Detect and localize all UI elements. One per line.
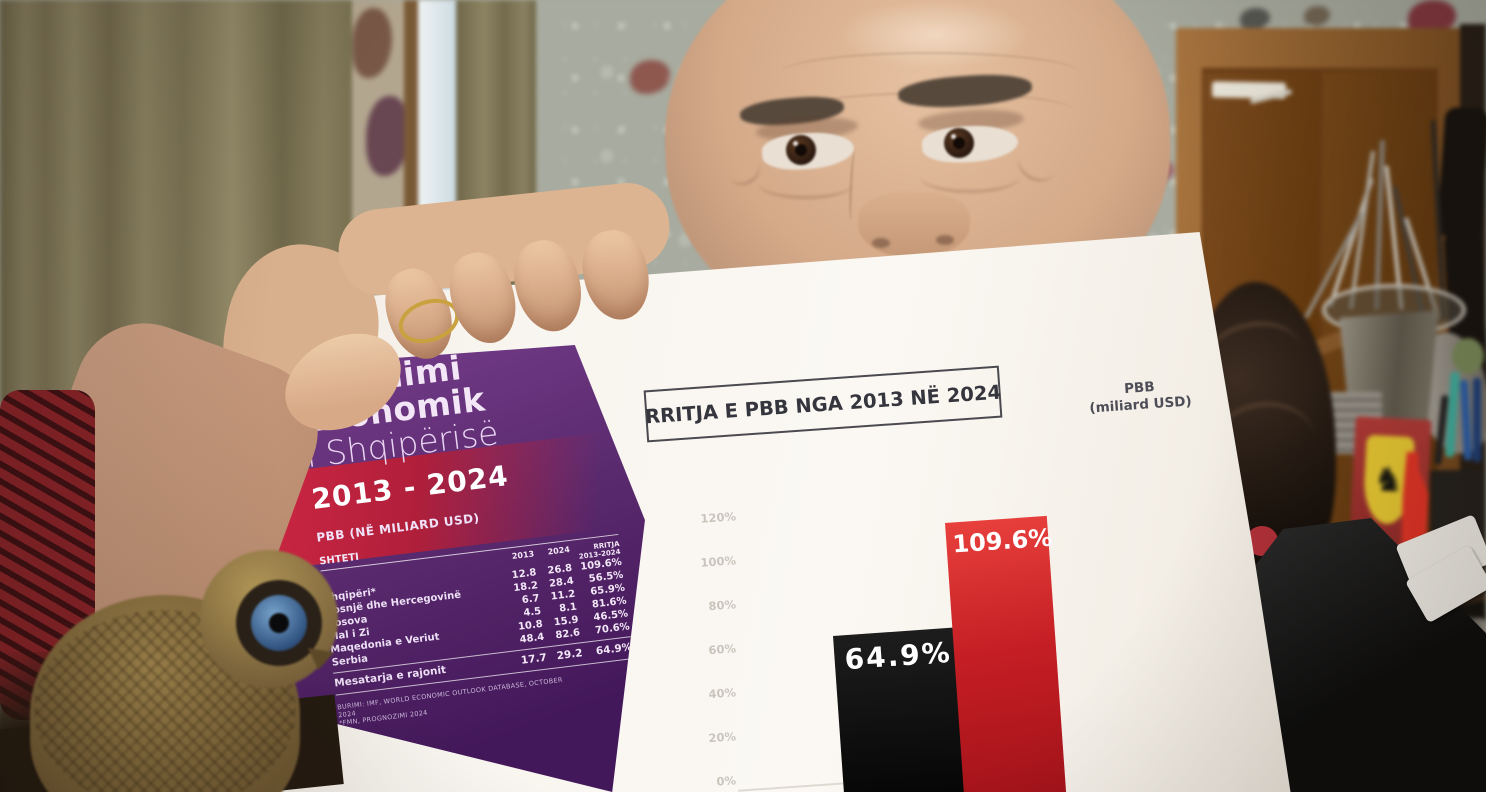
pen: [1473, 378, 1481, 462]
forehead-crease: [780, 52, 1080, 94]
left-eye-bag: [758, 168, 854, 199]
y-axis-tick: 60%: [707, 641, 737, 658]
nostril-shadow: [936, 235, 954, 245]
col-2013: 2013: [511, 549, 535, 562]
chart-title: RRITJA E PBB NGA 2013 NË 2024: [644, 380, 1002, 428]
y-axis-tick: 20%: [707, 729, 737, 746]
chart-unit-label: PBB (miliard USD): [1069, 375, 1211, 419]
right-eye-bag: [920, 160, 1020, 193]
bar-label-red: 109.6%: [951, 523, 1054, 559]
bar-label-black: 64.9%: [843, 635, 953, 677]
wallpaper-decal: [1304, 6, 1330, 26]
col-2024: 2024: [547, 544, 571, 557]
y-axis-tick: 100%: [700, 553, 737, 570]
owl-statue: [0, 0, 400, 792]
green-object: [1452, 338, 1484, 374]
right-eye-glint: [951, 134, 956, 139]
y-axis-tick: 0%: [715, 773, 737, 789]
chart-title-box: RRITJA E PBB NGA 2013 NË 2024: [643, 365, 1003, 443]
y-axis-tick: 120%: [700, 509, 737, 526]
y-axis-tick: 80%: [707, 597, 737, 614]
bar-albania: 109.6%: [945, 515, 1068, 792]
left-pupil: [795, 144, 807, 156]
right-pupil: [953, 137, 965, 149]
y-axis-tick: 40%: [707, 685, 737, 702]
wallpaper-decal: [1240, 8, 1270, 30]
nose: [858, 192, 970, 258]
nostril-shadow: [872, 238, 890, 248]
owl-eye-pupil: [269, 613, 289, 633]
left-eye-glint: [793, 141, 798, 146]
